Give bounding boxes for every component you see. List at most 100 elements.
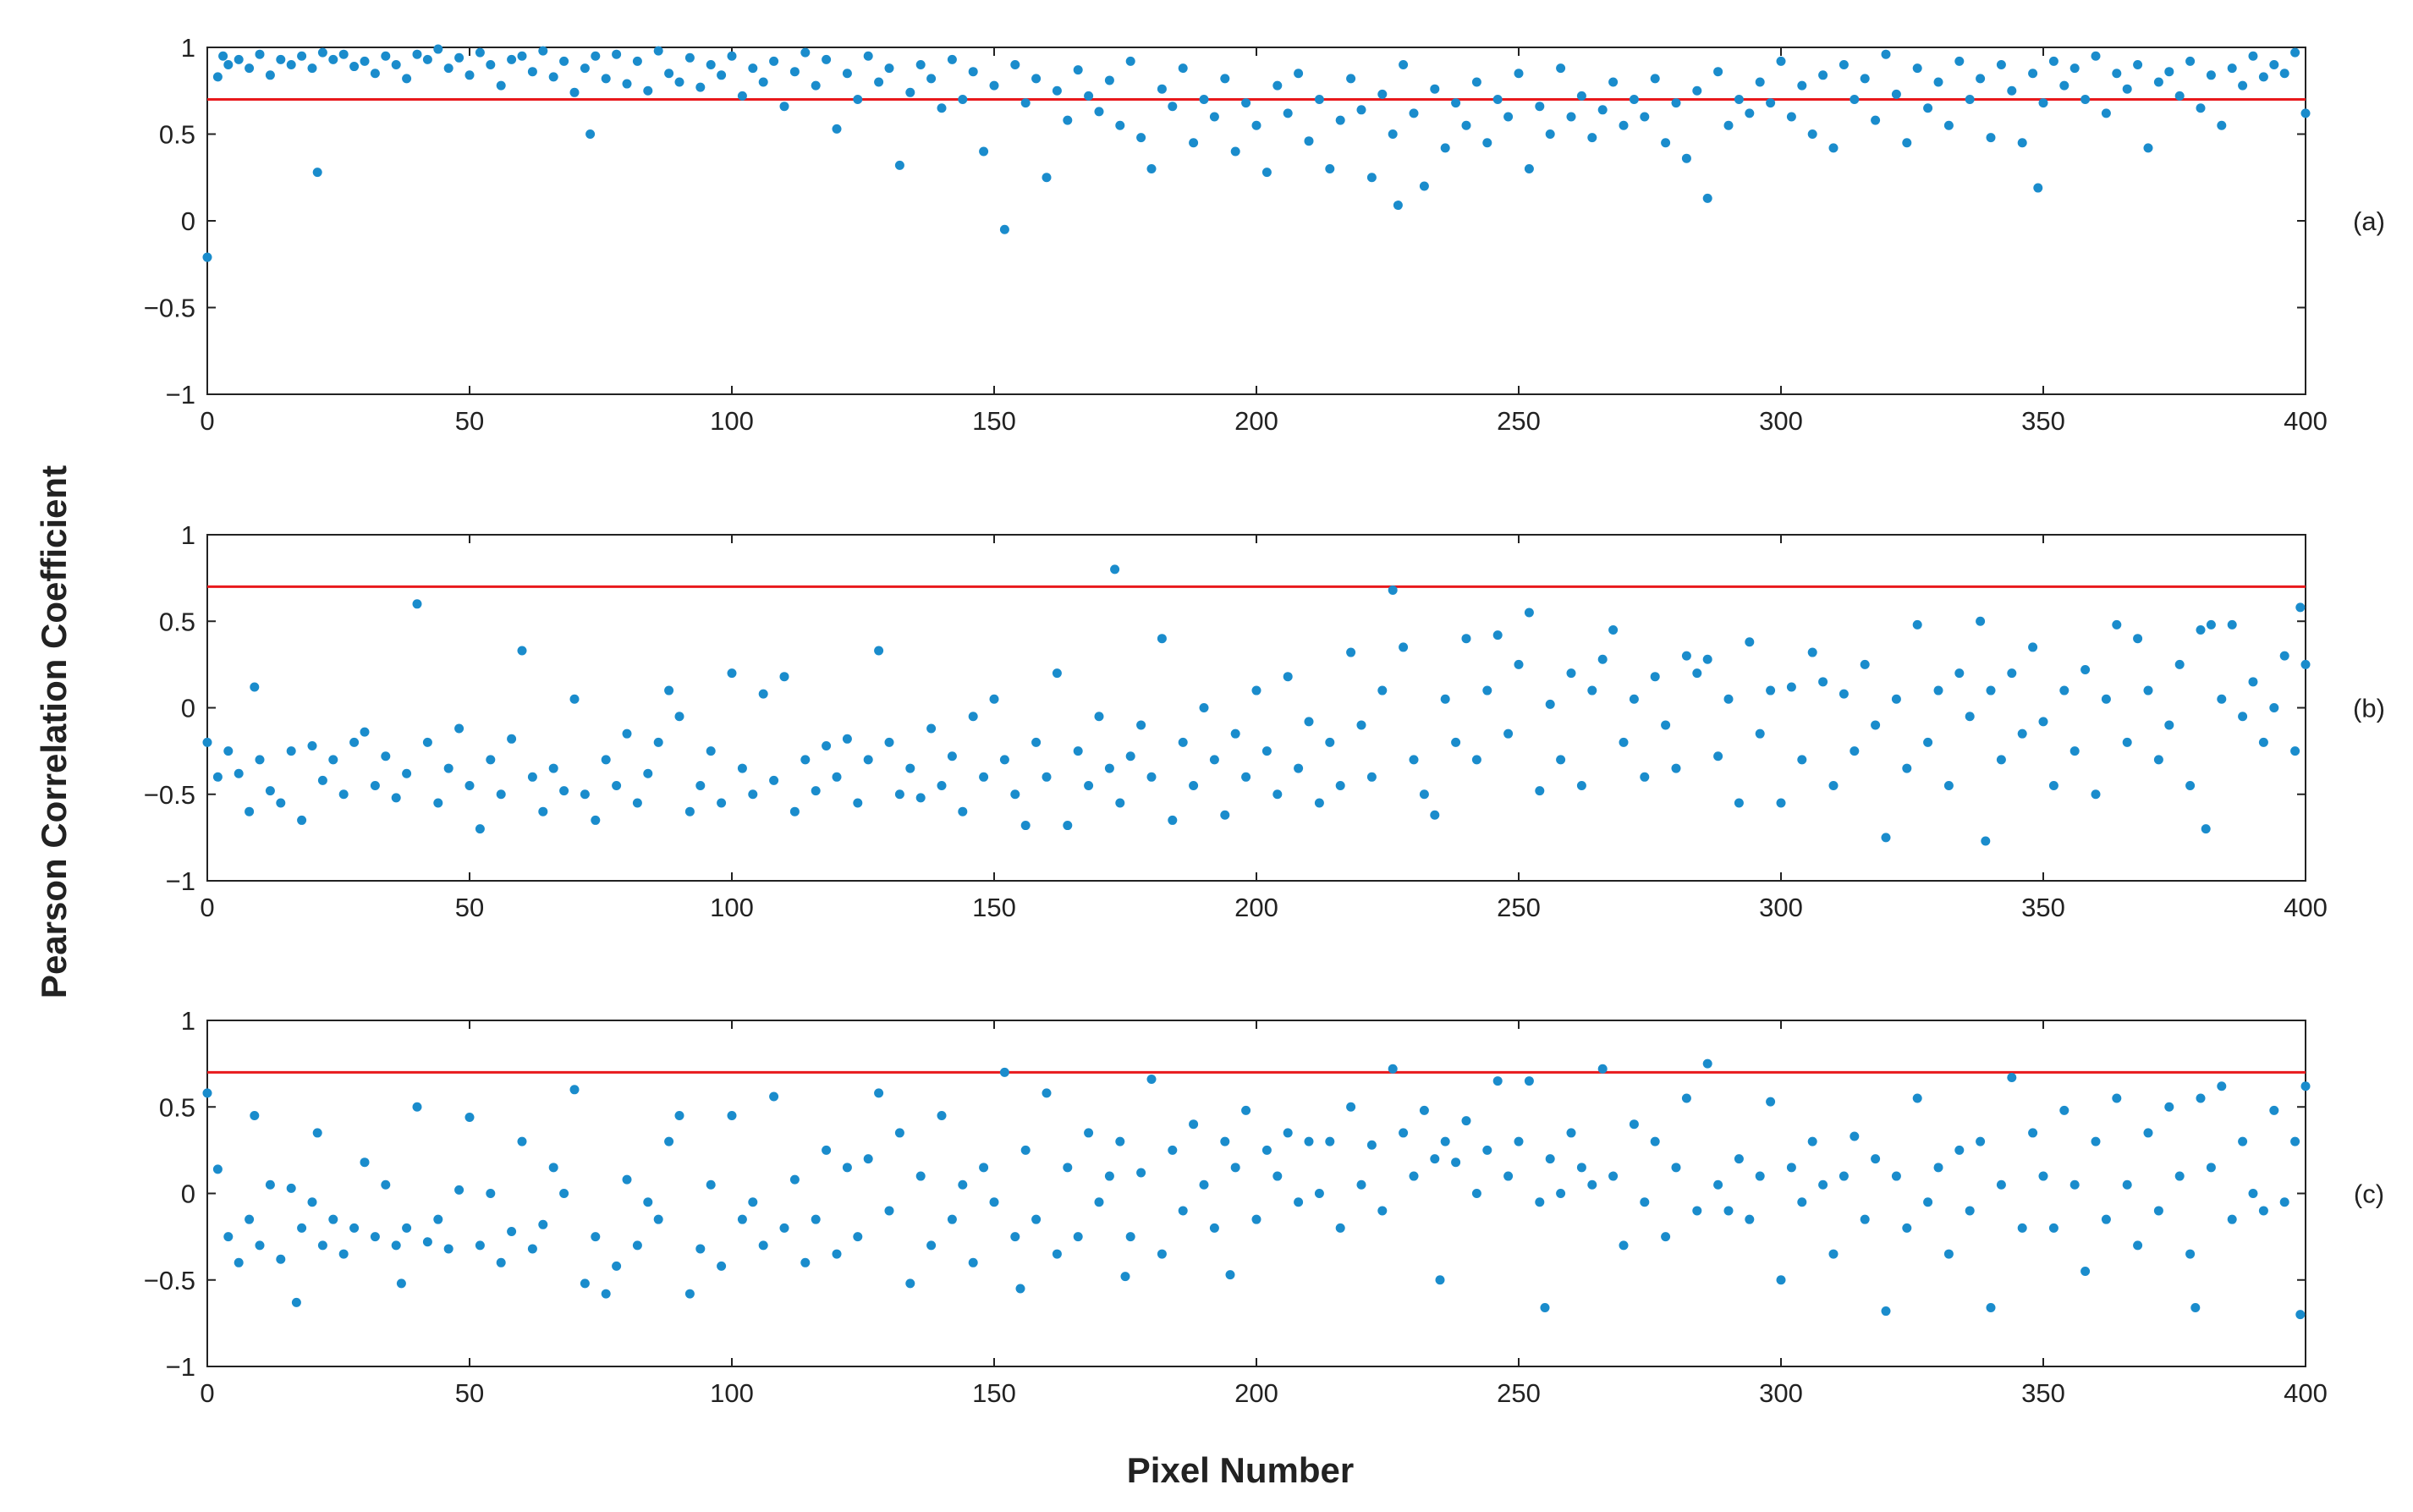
data-point xyxy=(958,95,968,104)
data-point xyxy=(653,737,663,747)
data-point xyxy=(769,775,779,785)
data-point xyxy=(1640,1197,1650,1207)
data-point xyxy=(1640,112,1650,122)
data-point xyxy=(307,63,317,74)
data-point xyxy=(1366,772,1377,782)
data-point xyxy=(454,723,464,734)
data-point xyxy=(1587,1179,1597,1190)
data-point xyxy=(905,87,915,97)
data-point xyxy=(1178,737,1188,747)
data-point xyxy=(1430,84,1440,94)
data-point xyxy=(349,62,360,72)
y-tick-label-b: −0.5 xyxy=(144,780,195,810)
data-point xyxy=(717,798,727,808)
data-point xyxy=(1115,120,1125,130)
data-point xyxy=(1366,173,1377,183)
data-point xyxy=(1661,138,1671,148)
data-point xyxy=(601,74,611,84)
data-point xyxy=(612,781,622,791)
data-point xyxy=(2153,1206,2163,1216)
data-point xyxy=(1063,115,1073,125)
data-point xyxy=(286,1183,296,1193)
data-point xyxy=(779,102,789,112)
data-point xyxy=(863,51,873,61)
data-point xyxy=(569,1085,580,1095)
data-point xyxy=(1943,1249,1954,1259)
data-point xyxy=(1325,737,1335,747)
data-point xyxy=(538,46,548,56)
data-point xyxy=(822,54,832,64)
data-point xyxy=(2028,642,2038,652)
data-point xyxy=(2206,1163,2216,1173)
data-point xyxy=(1902,138,1912,148)
data-point xyxy=(1419,181,1429,191)
data-point xyxy=(1912,1093,1922,1103)
data-point xyxy=(422,737,432,747)
data-point xyxy=(464,781,475,791)
data-point xyxy=(2059,1105,2069,1115)
data-point xyxy=(1199,1179,1209,1190)
data-point xyxy=(1225,1270,1235,1280)
data-point xyxy=(1976,74,1986,84)
panel-b: 0 50 100 150 200 250 300 350 400 −1 −0.5 0 0.5 1 (b) xyxy=(144,520,2385,922)
data-point xyxy=(968,67,978,77)
data-point xyxy=(1440,1136,1450,1146)
data-point xyxy=(265,1179,275,1190)
data-point xyxy=(1178,63,1188,74)
data-point xyxy=(915,60,926,69)
data-point xyxy=(1650,672,1660,682)
data-point xyxy=(2059,685,2069,696)
data-point xyxy=(580,1278,590,1289)
data-point xyxy=(328,755,338,765)
data-point xyxy=(1839,689,1849,699)
data-point xyxy=(2217,694,2227,704)
data-point xyxy=(1261,1145,1272,1155)
data-point xyxy=(1157,634,1167,644)
data-point xyxy=(250,682,260,692)
data-point xyxy=(842,1163,852,1173)
data-point xyxy=(1692,1206,1702,1216)
data-point xyxy=(1692,85,1702,96)
data-point xyxy=(695,781,706,791)
data-point xyxy=(2080,665,2091,675)
data-point xyxy=(1766,98,1776,108)
data-point xyxy=(601,755,611,765)
data-point xyxy=(297,815,307,825)
data-point xyxy=(2080,1267,2091,1277)
data-point xyxy=(1241,772,1251,782)
data-point xyxy=(1776,798,1786,808)
data-point xyxy=(1388,129,1398,139)
data-point xyxy=(454,1185,464,1195)
data-point xyxy=(1451,98,1461,108)
x-tick-label-c: 350 xyxy=(2021,1378,2065,1408)
data-point xyxy=(674,1110,684,1120)
data-point xyxy=(1818,677,1828,687)
data-point xyxy=(884,63,894,74)
data-point xyxy=(1388,1064,1398,1074)
data-point xyxy=(1996,60,2006,69)
data-point xyxy=(1713,67,1723,77)
data-point xyxy=(2290,1136,2300,1146)
data-point xyxy=(1146,164,1157,173)
data-point xyxy=(245,63,255,74)
data-point xyxy=(779,672,789,682)
data-point xyxy=(538,1219,548,1229)
data-point xyxy=(255,755,265,765)
data-point xyxy=(1566,1128,1576,1138)
data-point xyxy=(1576,1163,1586,1173)
data-point xyxy=(1471,755,1481,765)
data-point xyxy=(338,789,349,800)
data-point xyxy=(276,1254,286,1264)
data-point xyxy=(789,806,800,816)
data-point xyxy=(1471,1189,1481,1198)
data-point xyxy=(2258,1206,2268,1216)
data-point xyxy=(2153,77,2163,87)
data-point xyxy=(591,51,601,61)
data-point xyxy=(1996,1179,2006,1190)
data-point xyxy=(979,146,989,157)
data-point xyxy=(2279,651,2289,661)
scatter-points-a xyxy=(202,44,2311,262)
data-point xyxy=(1839,60,1849,69)
data-point xyxy=(559,56,569,66)
data-point xyxy=(580,789,590,800)
